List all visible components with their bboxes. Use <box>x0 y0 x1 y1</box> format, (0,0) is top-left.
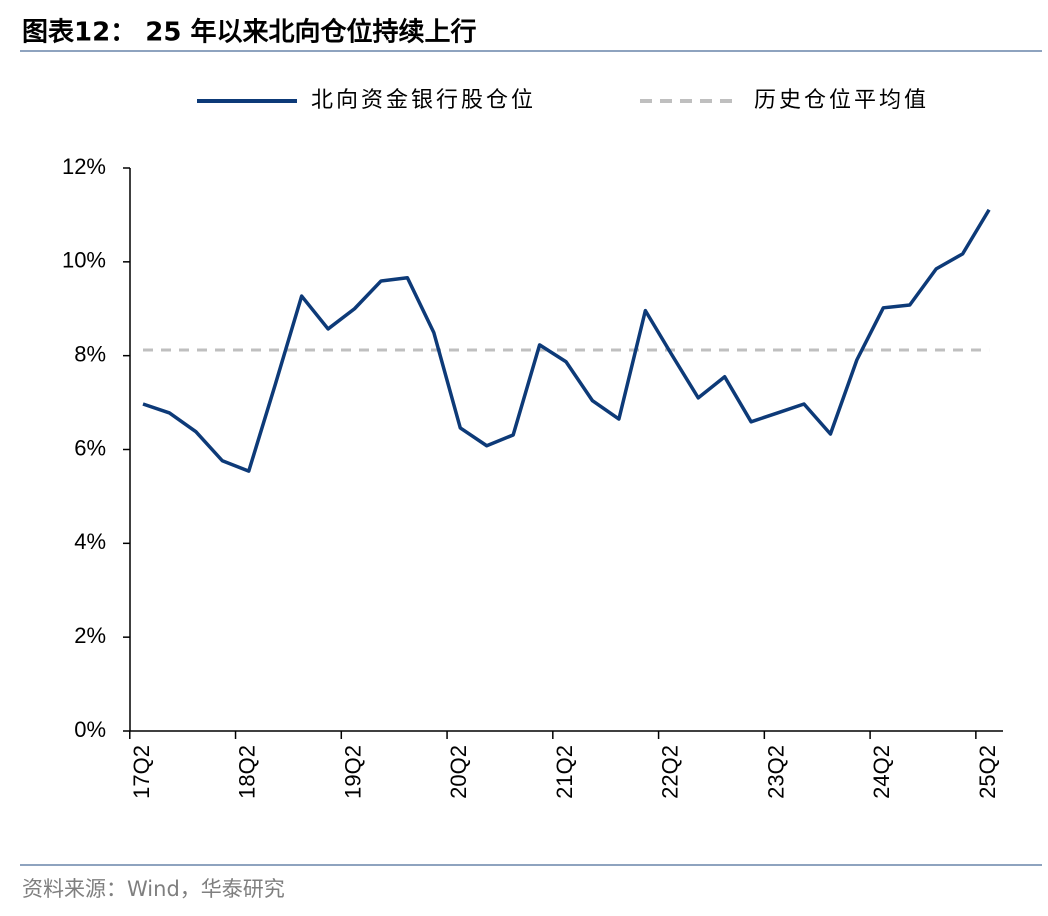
source-note: 资料来源：Wind，华泰研究 <box>22 877 285 901</box>
x-tick-label: 19Q2 <box>340 745 365 799</box>
y-tick-label: 6% <box>74 435 106 460</box>
y-tick-label: 12% <box>62 154 106 179</box>
y-tick-label: 0% <box>74 717 106 742</box>
x-tick-label: 21Q2 <box>552 745 577 799</box>
chart-title: 图表12： 25 年以来北向仓位持续上行 <box>22 17 476 48</box>
legend-label: 北向资金银行股仓位 <box>311 88 536 113</box>
y-tick-label: 10% <box>62 248 106 273</box>
y-tick-label: 4% <box>74 529 106 554</box>
x-tick-label: 23Q2 <box>763 745 788 799</box>
legend-label: 历史仓位平均值 <box>754 88 929 113</box>
y-tick-label: 8% <box>74 341 106 366</box>
x-tick-label: 17Q2 <box>129 745 154 799</box>
x-tick-label: 24Q2 <box>869 745 894 799</box>
x-tick-label: 22Q2 <box>658 745 683 799</box>
x-tick-label: 18Q2 <box>235 745 260 799</box>
y-tick-label: 2% <box>74 623 106 648</box>
x-tick-label: 25Q2 <box>975 745 1000 799</box>
x-tick-label: 20Q2 <box>446 745 471 799</box>
series-line <box>142 208 991 473</box>
